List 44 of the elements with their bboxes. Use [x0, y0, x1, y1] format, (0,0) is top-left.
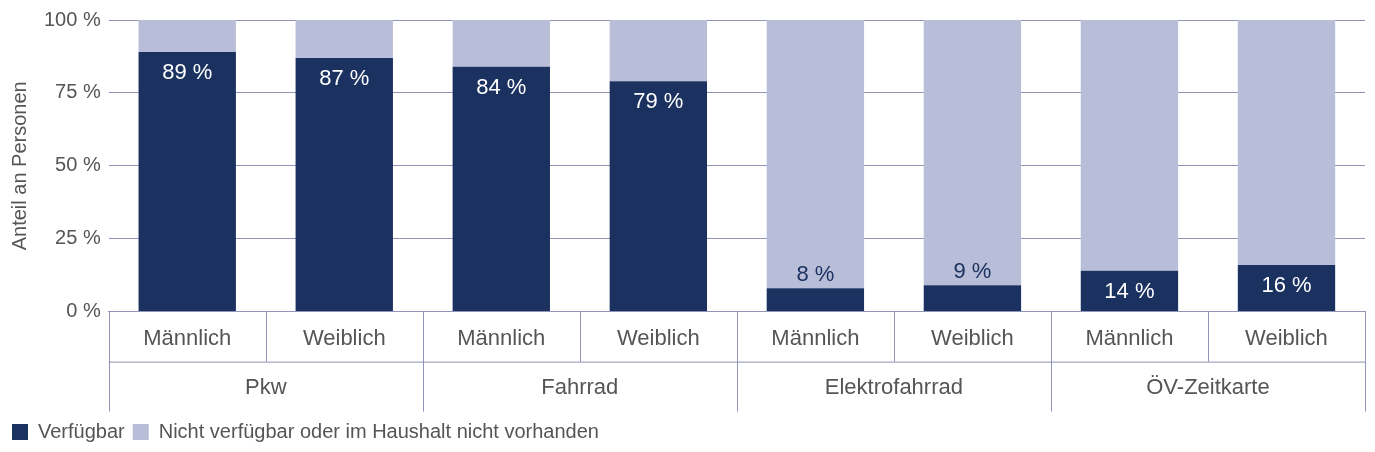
bar: [766, 288, 865, 312]
data-label: 9 %: [953, 258, 992, 284]
y-tick-label: 25 %: [55, 226, 101, 249]
legend-label: Verfügbar: [38, 419, 126, 442]
bar: [138, 20, 236, 53]
text: ÖV-Zeitkarte: [1146, 373, 1270, 399]
text: Pkw: [244, 373, 287, 399]
y-tick-label: 50 %: [55, 153, 101, 176]
data-label: 84 %: [476, 73, 527, 99]
x-tick-label: Weiblich: [1245, 324, 1328, 350]
y-tick-label: 0 %: [66, 299, 101, 322]
x-tick-label: Männlich: [143, 324, 232, 350]
data-label: 89 %: [162, 59, 213, 85]
x-tick-label: Männlich: [1085, 324, 1174, 350]
x-tick-label: Weiblich: [931, 324, 1014, 350]
x-tick-label: Weiblich: [616, 324, 700, 350]
data-label: 8 %: [796, 261, 835, 287]
bar: [1080, 20, 1179, 271]
data-label: 87 %: [319, 64, 370, 90]
bar: [923, 20, 1022, 286]
x-tick-label: Weiblich: [302, 324, 386, 350]
bar: [295, 20, 393, 58]
x-tick-label: Männlich: [771, 324, 860, 350]
data-label: 79 %: [633, 88, 684, 114]
bar: [1080, 270, 1179, 312]
text: Fahrrad: [541, 373, 619, 399]
bar: [1237, 264, 1336, 312]
data-label: 16 %: [1261, 272, 1312, 298]
bar: [452, 66, 550, 312]
bar: [609, 81, 708, 312]
legend-label: Nicht verfügbar oder im Haushalt nicht vorhanden: [158, 419, 599, 442]
bar: [923, 285, 1022, 312]
bar: [766, 20, 865, 289]
y-axis-title: Anteil an Personen: [7, 81, 30, 251]
bar: [609, 20, 708, 82]
bar: [452, 20, 550, 67]
text: Elektrofahrrad: [824, 373, 963, 399]
data-label: 14 %: [1104, 277, 1155, 303]
bar: [1237, 20, 1336, 265]
y-tick-label: 75 %: [55, 80, 101, 103]
bar: [138, 52, 236, 312]
bar: [295, 57, 393, 312]
y-tick-label: 100 %: [43, 7, 101, 30]
x-tick-label: Männlich: [457, 324, 546, 350]
